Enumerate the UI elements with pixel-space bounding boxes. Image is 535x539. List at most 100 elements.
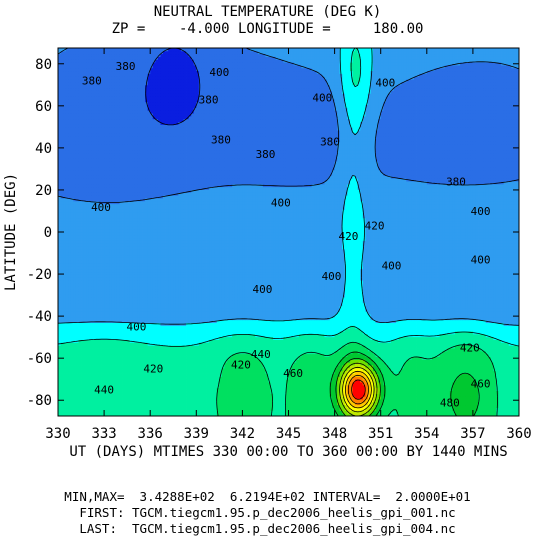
contour-band-cell [239,342,243,346]
contour-band-cell [511,387,515,391]
contour-band-cell [255,373,259,377]
contour-band-cell [247,410,251,414]
contour-band-cell [224,401,228,406]
contour-band-cell [170,379,174,383]
contour-band-cell [211,382,215,386]
contour-band-cell [293,390,297,394]
contour-band-cell [168,390,172,394]
contour-band-cell [111,410,115,414]
contour-band-cell [229,399,233,403]
contour-band-cell [237,373,241,377]
contour-band-cell [329,401,333,406]
contour-band-cell [96,365,100,369]
contour-band-cell [219,353,223,357]
contour-band-cell [70,410,74,414]
contour-band-cell [452,387,456,391]
contour-band-cell [96,376,100,380]
contour-band-cell [157,410,161,414]
contour-band-cell [508,365,512,369]
contour-band-cell [78,387,82,391]
contour-band-cell [63,393,67,397]
contour-band-cell [355,404,359,408]
contour-band-cell [163,367,166,372]
contour-band-cell [111,384,115,389]
contour-band-cell [58,382,61,386]
contour-band-cell [365,384,369,389]
contour-band-cell [444,401,448,406]
contour-band-cell [73,379,77,383]
contour-band-cell [106,345,110,349]
contour-band-cell [268,407,271,411]
contour-band-cell [439,365,443,369]
contour-band-cell [437,342,440,346]
contour-band-cell [413,339,417,343]
contour-band-cell [460,367,464,372]
contour-band-cell [124,387,128,391]
contour-band-cell [96,407,100,411]
contour-band-cell [401,367,405,372]
contour-band-cell [339,379,343,383]
contour-band-cell [326,356,330,360]
contour-band-cell [439,390,443,394]
contour-band-cell [516,373,519,377]
contour-band-cell [73,356,77,360]
contour-band-cell [416,410,420,414]
contour-band-cell [163,379,166,383]
contour-band-cell [434,353,438,357]
contour-band-cell [86,339,90,343]
contour-band-cell [244,350,248,355]
contour-band-cell [139,362,143,366]
contour-band-cell [262,348,266,352]
contour-band-cell [501,359,505,363]
contour-band-cell [280,407,284,411]
contour-band-cell [401,353,405,357]
contour-band-cell [278,353,282,357]
contour-band-cell [216,382,220,386]
contour-band-cell [109,350,113,355]
contour-band-cell [81,336,85,340]
contour-band-cell [283,399,287,403]
contour-band-cell [403,376,407,380]
contour-band-cell [206,362,210,366]
contour-band-cell [65,390,69,394]
contour-band-cell [91,396,95,400]
contour-band-cell [132,396,136,400]
contour-band-cell [119,336,123,340]
contour-band-cell [196,382,200,386]
contour-band-cell [196,362,200,366]
contour-band-cell [139,367,143,372]
contour-band-cell [485,362,489,366]
contour-band-cell [273,365,277,369]
contour-band-cell [285,370,289,374]
contour-band-cell [224,410,228,414]
contour-band-cell [378,350,382,355]
contour-band-cell [452,339,456,343]
contour-band-cell [303,345,307,349]
contour-band-cell [380,407,384,411]
contour-band-cell [73,359,77,363]
contour-band-cell [250,376,254,380]
contour-band-cell [109,359,113,363]
contour-band-cell [193,365,197,369]
contour-band-cell [319,399,323,403]
contour-band-cell [296,399,300,403]
contour-band-cell [393,350,397,355]
contour-band-cell [408,379,412,383]
contour-band-cell [163,393,166,397]
contour-band-cell [224,345,228,349]
contour-band-cell [209,362,213,366]
contour-band-cell [329,359,333,363]
contour-band-cell [360,373,364,377]
contour-band-cell [460,399,464,403]
contour-band-cell [511,399,515,403]
contour-band-cell [357,336,361,340]
contour-band-cell [444,384,448,389]
contour-band-cell [495,356,499,360]
contour-band-cell [478,376,481,380]
contour-band-cell [275,379,279,383]
contour-band-cell [96,356,100,360]
contour-band-cell [365,336,369,340]
contour-band-cell [206,342,210,346]
contour-band-cell [180,367,184,372]
contour-band-cell [406,350,410,355]
